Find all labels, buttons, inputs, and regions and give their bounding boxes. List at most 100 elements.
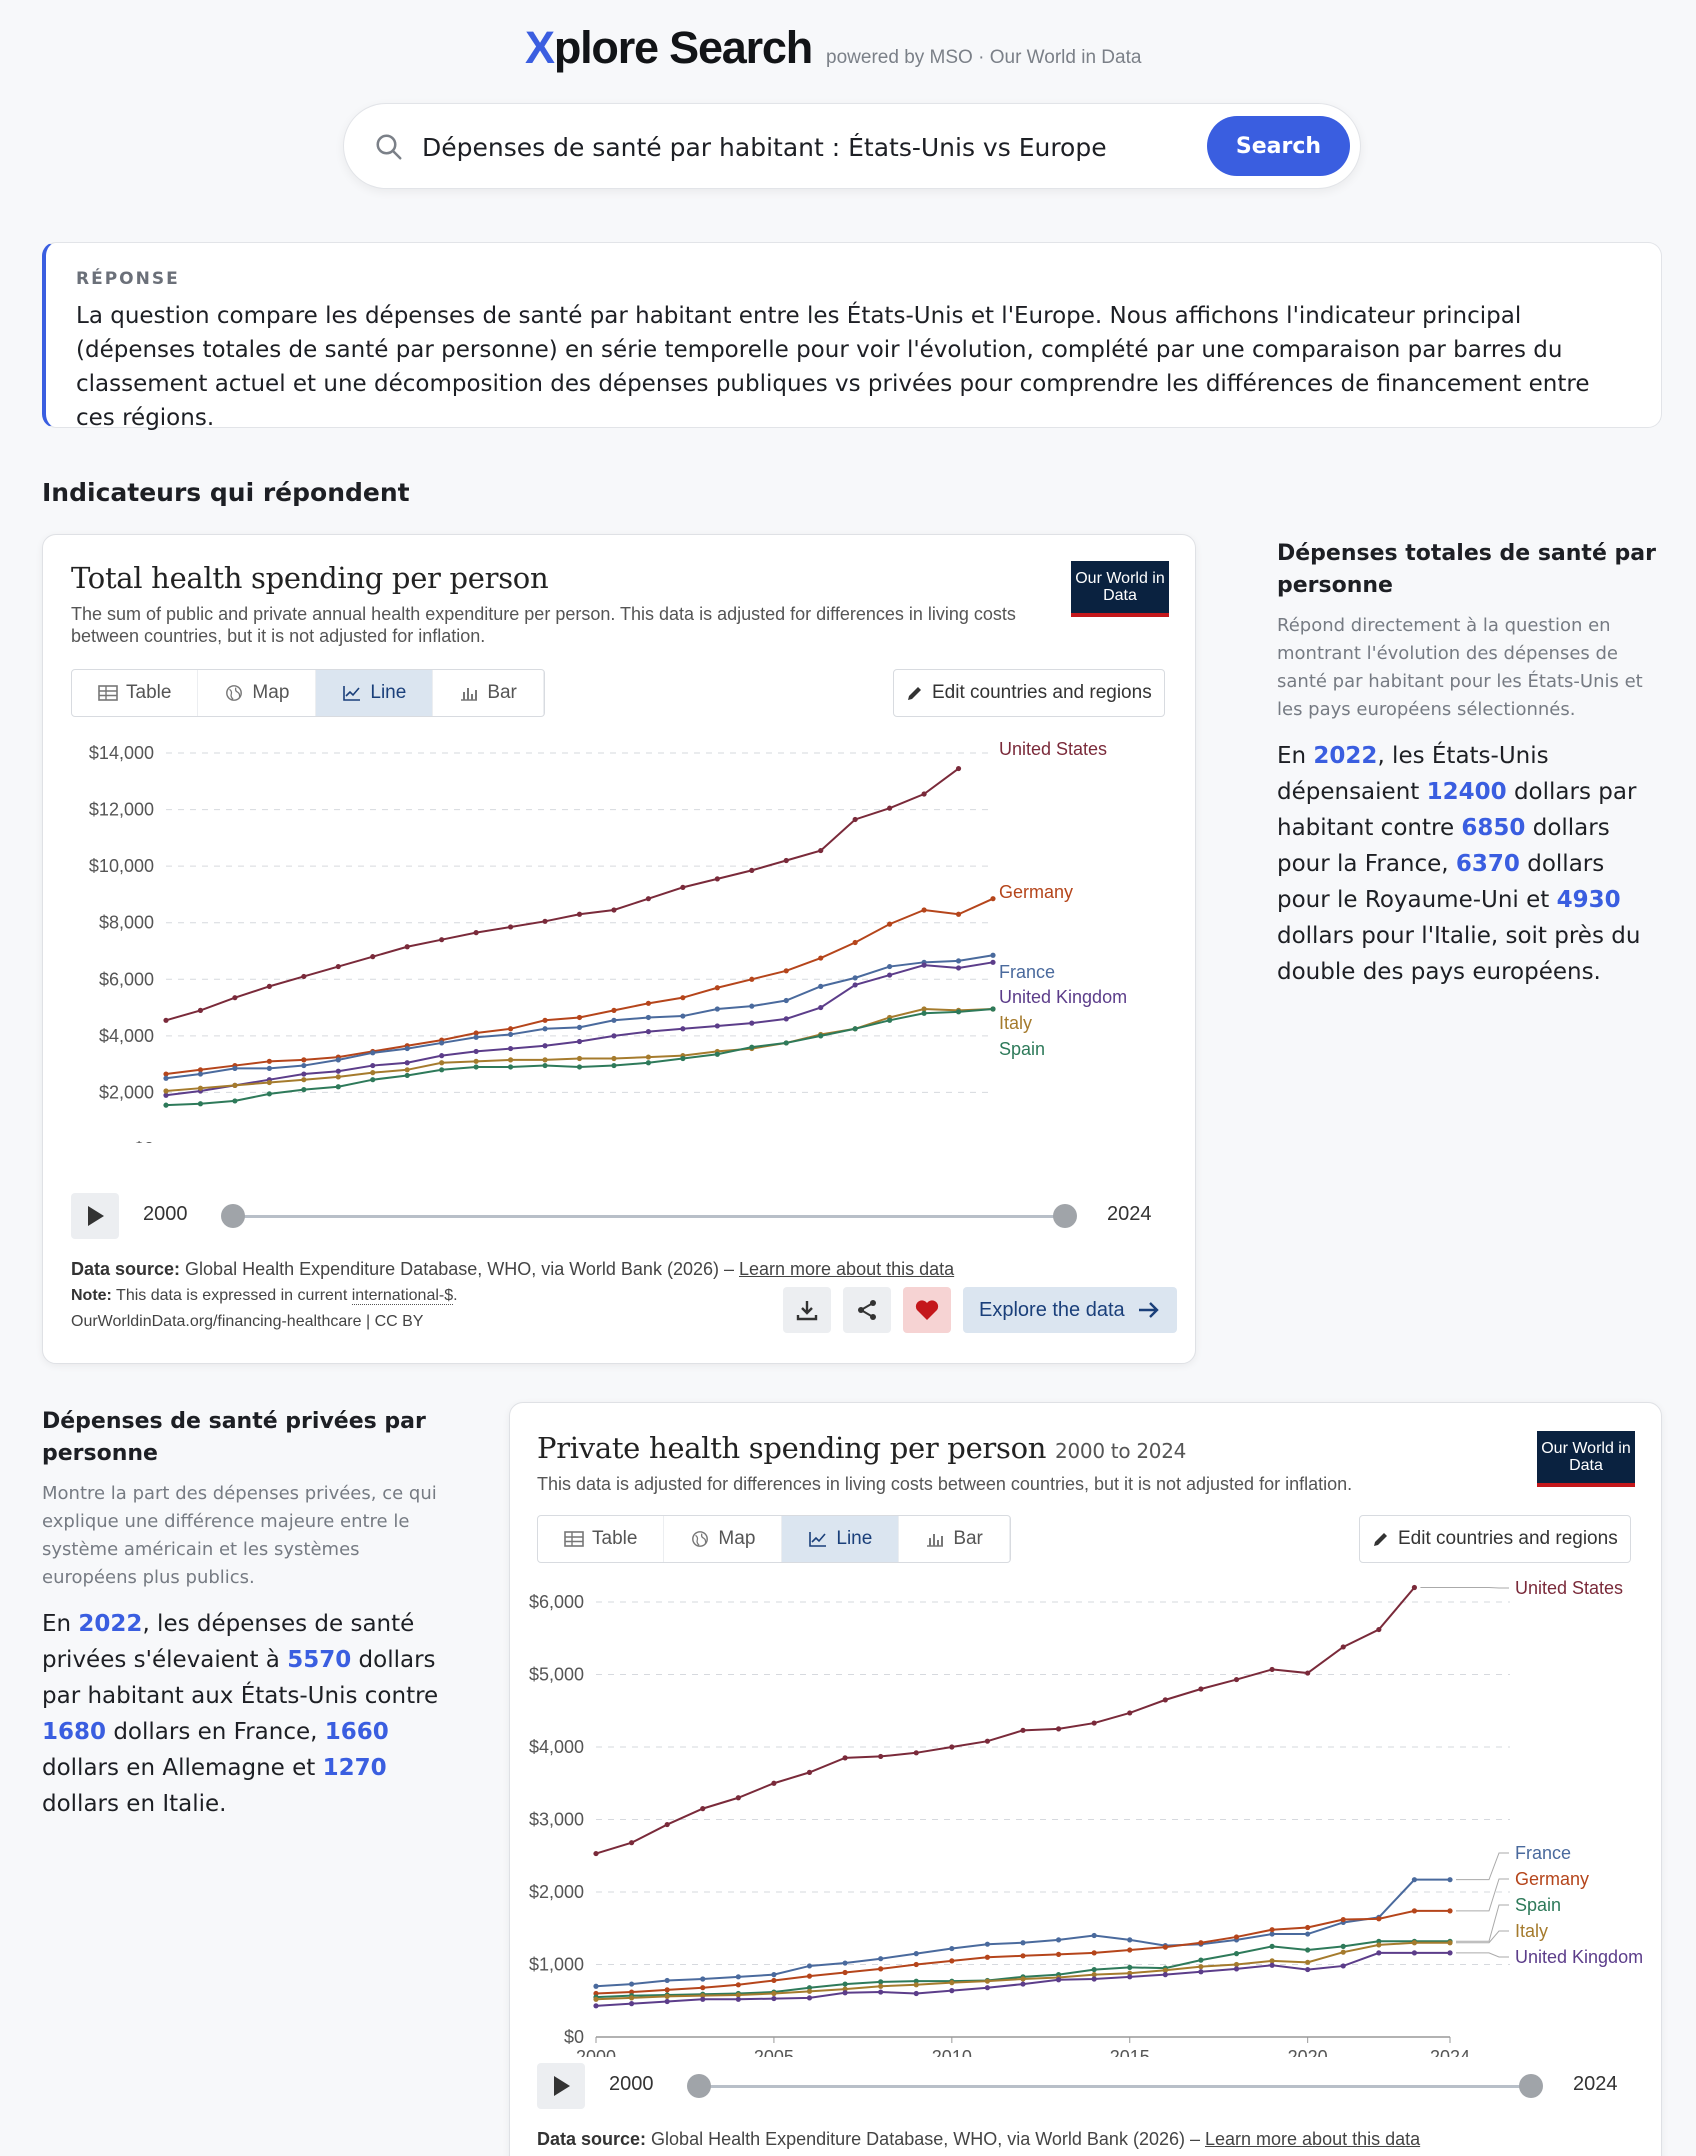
series-label[interactable]: Germany — [1515, 1869, 1589, 1889]
explore-data-button[interactable]: Explore the data — [963, 1287, 1177, 1333]
series-line[interactable] — [595, 1586, 1416, 1855]
tab-table[interactable]: Table — [72, 670, 199, 716]
series-label[interactable]: Spain — [1515, 1895, 1561, 1915]
chart-url[interactable]: OurWorldinData.org/financing-healthcare … — [71, 1313, 424, 1330]
data-point — [301, 1077, 307, 1083]
series-label[interactable]: United States — [999, 739, 1107, 759]
download-button[interactable] — [783, 1287, 831, 1333]
data-point — [783, 857, 789, 864]
data-point — [842, 1969, 848, 1976]
timeline-track[interactable] — [233, 1215, 1065, 1218]
label-leader — [1456, 1904, 1509, 1942]
series-line[interactable] — [595, 1940, 1450, 1999]
data-point — [878, 1956, 884, 1962]
data-point — [542, 1057, 548, 1063]
tab-map[interactable]: Map — [198, 670, 317, 716]
timeline-end-handle[interactable] — [1053, 1204, 1077, 1228]
series-line[interactable] — [595, 1941, 1450, 2001]
tab-table[interactable]: Table — [538, 1516, 665, 1562]
tab-map[interactable]: Map — [664, 1516, 783, 1562]
data-point — [628, 1981, 635, 1987]
data-point — [1305, 1966, 1311, 1973]
series-label[interactable]: France — [999, 962, 1055, 982]
timeline-start-handle[interactable] — [687, 2074, 711, 2098]
learn-more-link[interactable]: Learn more about this data — [739, 1259, 955, 1279]
data-point — [404, 1060, 410, 1066]
series-line[interactable] — [165, 767, 960, 1022]
label-leader — [1456, 1930, 1509, 1944]
y-tick-label: $5,000 — [529, 1665, 584, 1685]
data-point — [1198, 1969, 1204, 1975]
data-point — [749, 976, 755, 982]
data-point — [714, 876, 720, 882]
share-button[interactable] — [843, 1287, 891, 1333]
y-tick-label: $6,000 — [529, 1592, 584, 1612]
data-point — [1127, 1974, 1133, 1980]
series-label[interactable]: Italy — [999, 1013, 1032, 1033]
answer-label: RÉPONSE — [76, 269, 180, 289]
indicator-description: Répond directement à la question en mont… — [1277, 615, 1643, 720]
tab-bar[interactable]: Bar — [899, 1516, 1010, 1562]
data-point — [783, 1016, 789, 1022]
tab-line[interactable]: Line — [316, 670, 434, 716]
timeline-start-handle[interactable] — [221, 1204, 245, 1228]
series-line[interactable] — [165, 897, 994, 1076]
stat-text: dollars pour la France, — [1277, 815, 1610, 877]
tab-bar[interactable]: Bar — [433, 670, 544, 716]
data-point — [984, 1738, 991, 1744]
data-point — [852, 975, 858, 981]
data-point — [473, 930, 479, 936]
series-line[interactable] — [165, 1007, 994, 1093]
section-title: Indicateurs qui répondent — [42, 478, 410, 507]
data-point — [921, 1006, 927, 1012]
brand-name[interactable]: Xplore Search — [525, 22, 813, 73]
timeline-end-handle[interactable] — [1519, 2074, 1543, 2098]
data-point — [680, 995, 686, 1001]
data-point — [1162, 1944, 1168, 1950]
data-point — [664, 1993, 670, 1999]
indicator-stat: En 2022, les États-Unis dépensaient 1240… — [1277, 738, 1662, 990]
data-point — [404, 1072, 410, 1079]
owid-logo[interactable]: Our World in Data — [1537, 1431, 1635, 1487]
series-label[interactable]: Italy — [1515, 1921, 1548, 1941]
data-point — [645, 1014, 652, 1021]
data-point — [878, 1753, 884, 1760]
play-button[interactable] — [71, 1193, 119, 1239]
data-point — [700, 1976, 706, 1982]
edit-countries-button[interactable]: Edit countries and regions — [893, 669, 1165, 717]
data-point — [990, 896, 996, 902]
arrow-right-icon — [1138, 1302, 1159, 1318]
view-tabs: Table Map Line Bar — [537, 1515, 1011, 1563]
play-button[interactable] — [537, 2063, 585, 2109]
data-point — [370, 1077, 376, 1083]
series-line[interactable] — [595, 1878, 1450, 1988]
series-label[interactable]: United Kingdom — [999, 987, 1127, 1007]
data-point — [990, 1006, 996, 1012]
data-point — [370, 954, 376, 960]
data-point — [611, 1033, 617, 1039]
favorite-button[interactable] — [903, 1287, 951, 1333]
data-point — [576, 1038, 583, 1045]
search-input[interactable] — [422, 124, 1122, 170]
search-button[interactable]: Search — [1207, 116, 1350, 176]
highlight-value: 6850 — [1461, 815, 1526, 841]
series-label[interactable]: United Kingdom — [1515, 1947, 1643, 1967]
series-label[interactable]: United States — [1515, 1578, 1623, 1598]
chart-title: Total health spending per person — [71, 561, 549, 595]
label-leader — [1456, 1878, 1509, 1912]
data-point — [1411, 1908, 1418, 1914]
data-point — [439, 1060, 445, 1066]
owid-logo[interactable]: Our World in Data — [1071, 561, 1169, 617]
series-label[interactable]: Germany — [999, 882, 1073, 902]
data-point — [232, 995, 238, 1001]
learn-more-link[interactable]: Learn more about this data — [1205, 2129, 1421, 2149]
tab-line[interactable]: Line — [782, 1516, 900, 1562]
international-dollar-link[interactable]: international-$ — [351, 1287, 454, 1305]
timeline-track[interactable] — [699, 2085, 1531, 2088]
edit-countries-button[interactable]: Edit countries and regions — [1359, 1515, 1631, 1563]
data-point — [664, 1998, 670, 2005]
series-label[interactable]: Spain — [999, 1039, 1045, 1059]
chart-card-total: Total health spending per person The sum… — [42, 534, 1196, 1364]
data-point — [370, 1062, 376, 1069]
series-label[interactable]: France — [1515, 1843, 1571, 1863]
